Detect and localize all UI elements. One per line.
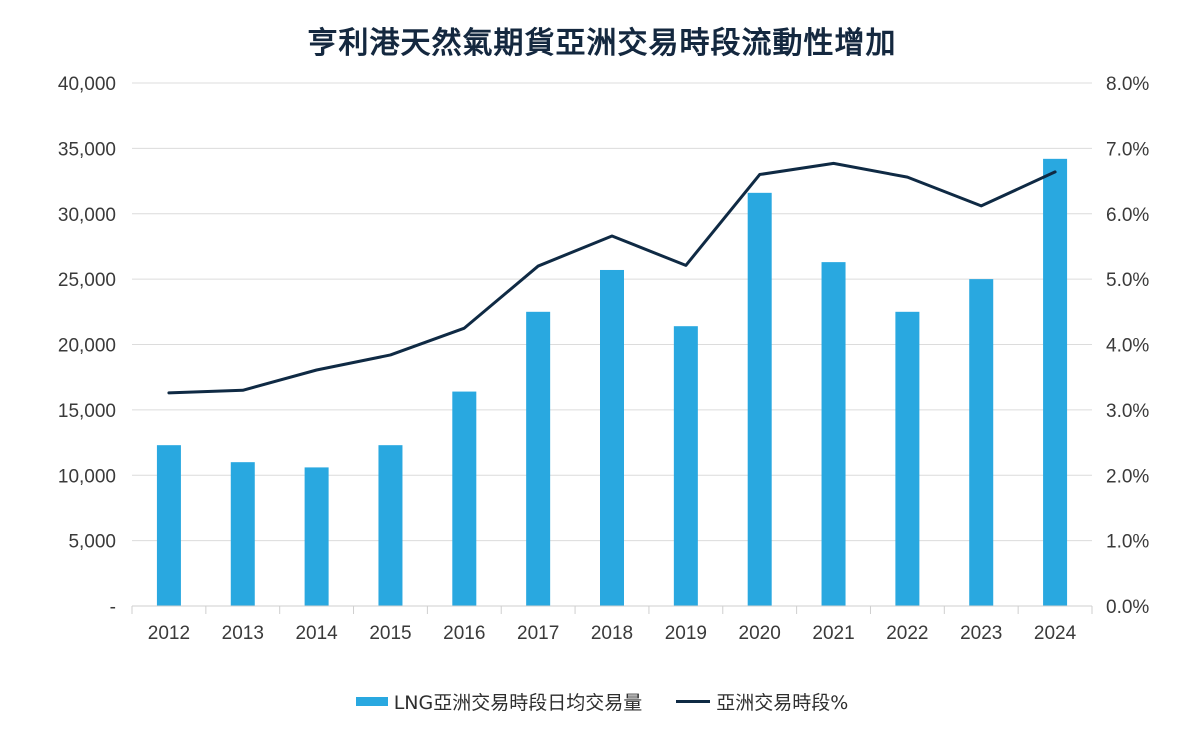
x-tick-label: 2024 [1034,623,1077,644]
y-right-tick-label: 0.0% [1106,597,1149,618]
x-tick-label: 2012 [148,623,190,644]
y-left-tick-label: 30,000 [58,205,116,226]
bar-2023 [969,279,994,606]
x-tick-label: 2018 [591,623,633,644]
bar-2021 [821,262,846,606]
y-left-tick-label: 40,000 [58,74,116,95]
x-tick-label: 2017 [517,623,559,644]
y-right-tick-label: 5.0% [1106,270,1149,291]
x-tick-label: 2014 [295,623,338,644]
bar-2016 [452,391,477,606]
bar-2015 [378,445,403,606]
y-right-tick-label: 2.0% [1106,466,1149,487]
bar-2017 [526,311,551,606]
line-series [167,161,1057,395]
y-left-tick-label: 25,000 [58,270,116,291]
x-tick-label: 2013 [222,623,264,644]
bar-2022 [895,311,920,606]
y-left-tick-label: 20,000 [58,336,116,357]
legend-swatch-bar [355,697,388,706]
x-tick-label: 2021 [812,623,854,644]
y-right-tick-label: 6.0% [1106,205,1149,226]
x-tick-label: 2019 [665,623,707,644]
bar-2020 [747,192,772,606]
y-left-tick-label: 5,000 [68,532,116,553]
legend: LNG亞洲交易時段日均交易量 亞洲交易時段% [0,688,1204,715]
x-tick-label: 2023 [960,623,1002,644]
x-tick-label: 2016 [443,623,485,644]
y-left-tick-label: 10,000 [58,466,116,487]
y-right-tick-label: 3.0% [1106,401,1149,422]
bar-2024 [1043,158,1068,606]
legend-label-volume: LNG亞洲交易時段日均交易量 [393,692,643,714]
legend-swatch-line [676,700,711,703]
chart-title: 亨利港天然氣期貨亞洲交易時段流動性增加 [307,26,897,61]
bar-2018 [600,269,624,606]
legend-item-percent: 亞洲交易時段% [676,688,848,715]
legend-label-percent: 亞洲交易時段% [716,692,849,714]
bar-2019 [673,326,698,606]
bar-series [156,158,1068,606]
y-left-tick-label: 15,000 [58,401,116,422]
x-tick-label: 2022 [886,623,928,644]
axes: - 5,000 10,000 15,000 20,000 25,000 30,000 35,0… [58,74,1150,644]
legend-item-volume: LNG亞洲交易時段日均交易量 [355,688,643,715]
bar-2014 [304,467,329,606]
y-right-tick-label: 7.0% [1106,139,1149,160]
y-right-tick-label: 8.0% [1106,74,1149,95]
y-right-tick-label: 4.0% [1106,336,1149,357]
bar-2012 [156,445,181,606]
x-tick-label: 2020 [739,623,781,644]
y-right-tick-label: 1.0% [1106,532,1149,553]
y-left-tick-label: - [110,597,116,618]
bar-2013 [230,462,255,606]
x-tick-label: 2015 [369,623,411,644]
y-left-tick-label: 35,000 [58,139,116,160]
